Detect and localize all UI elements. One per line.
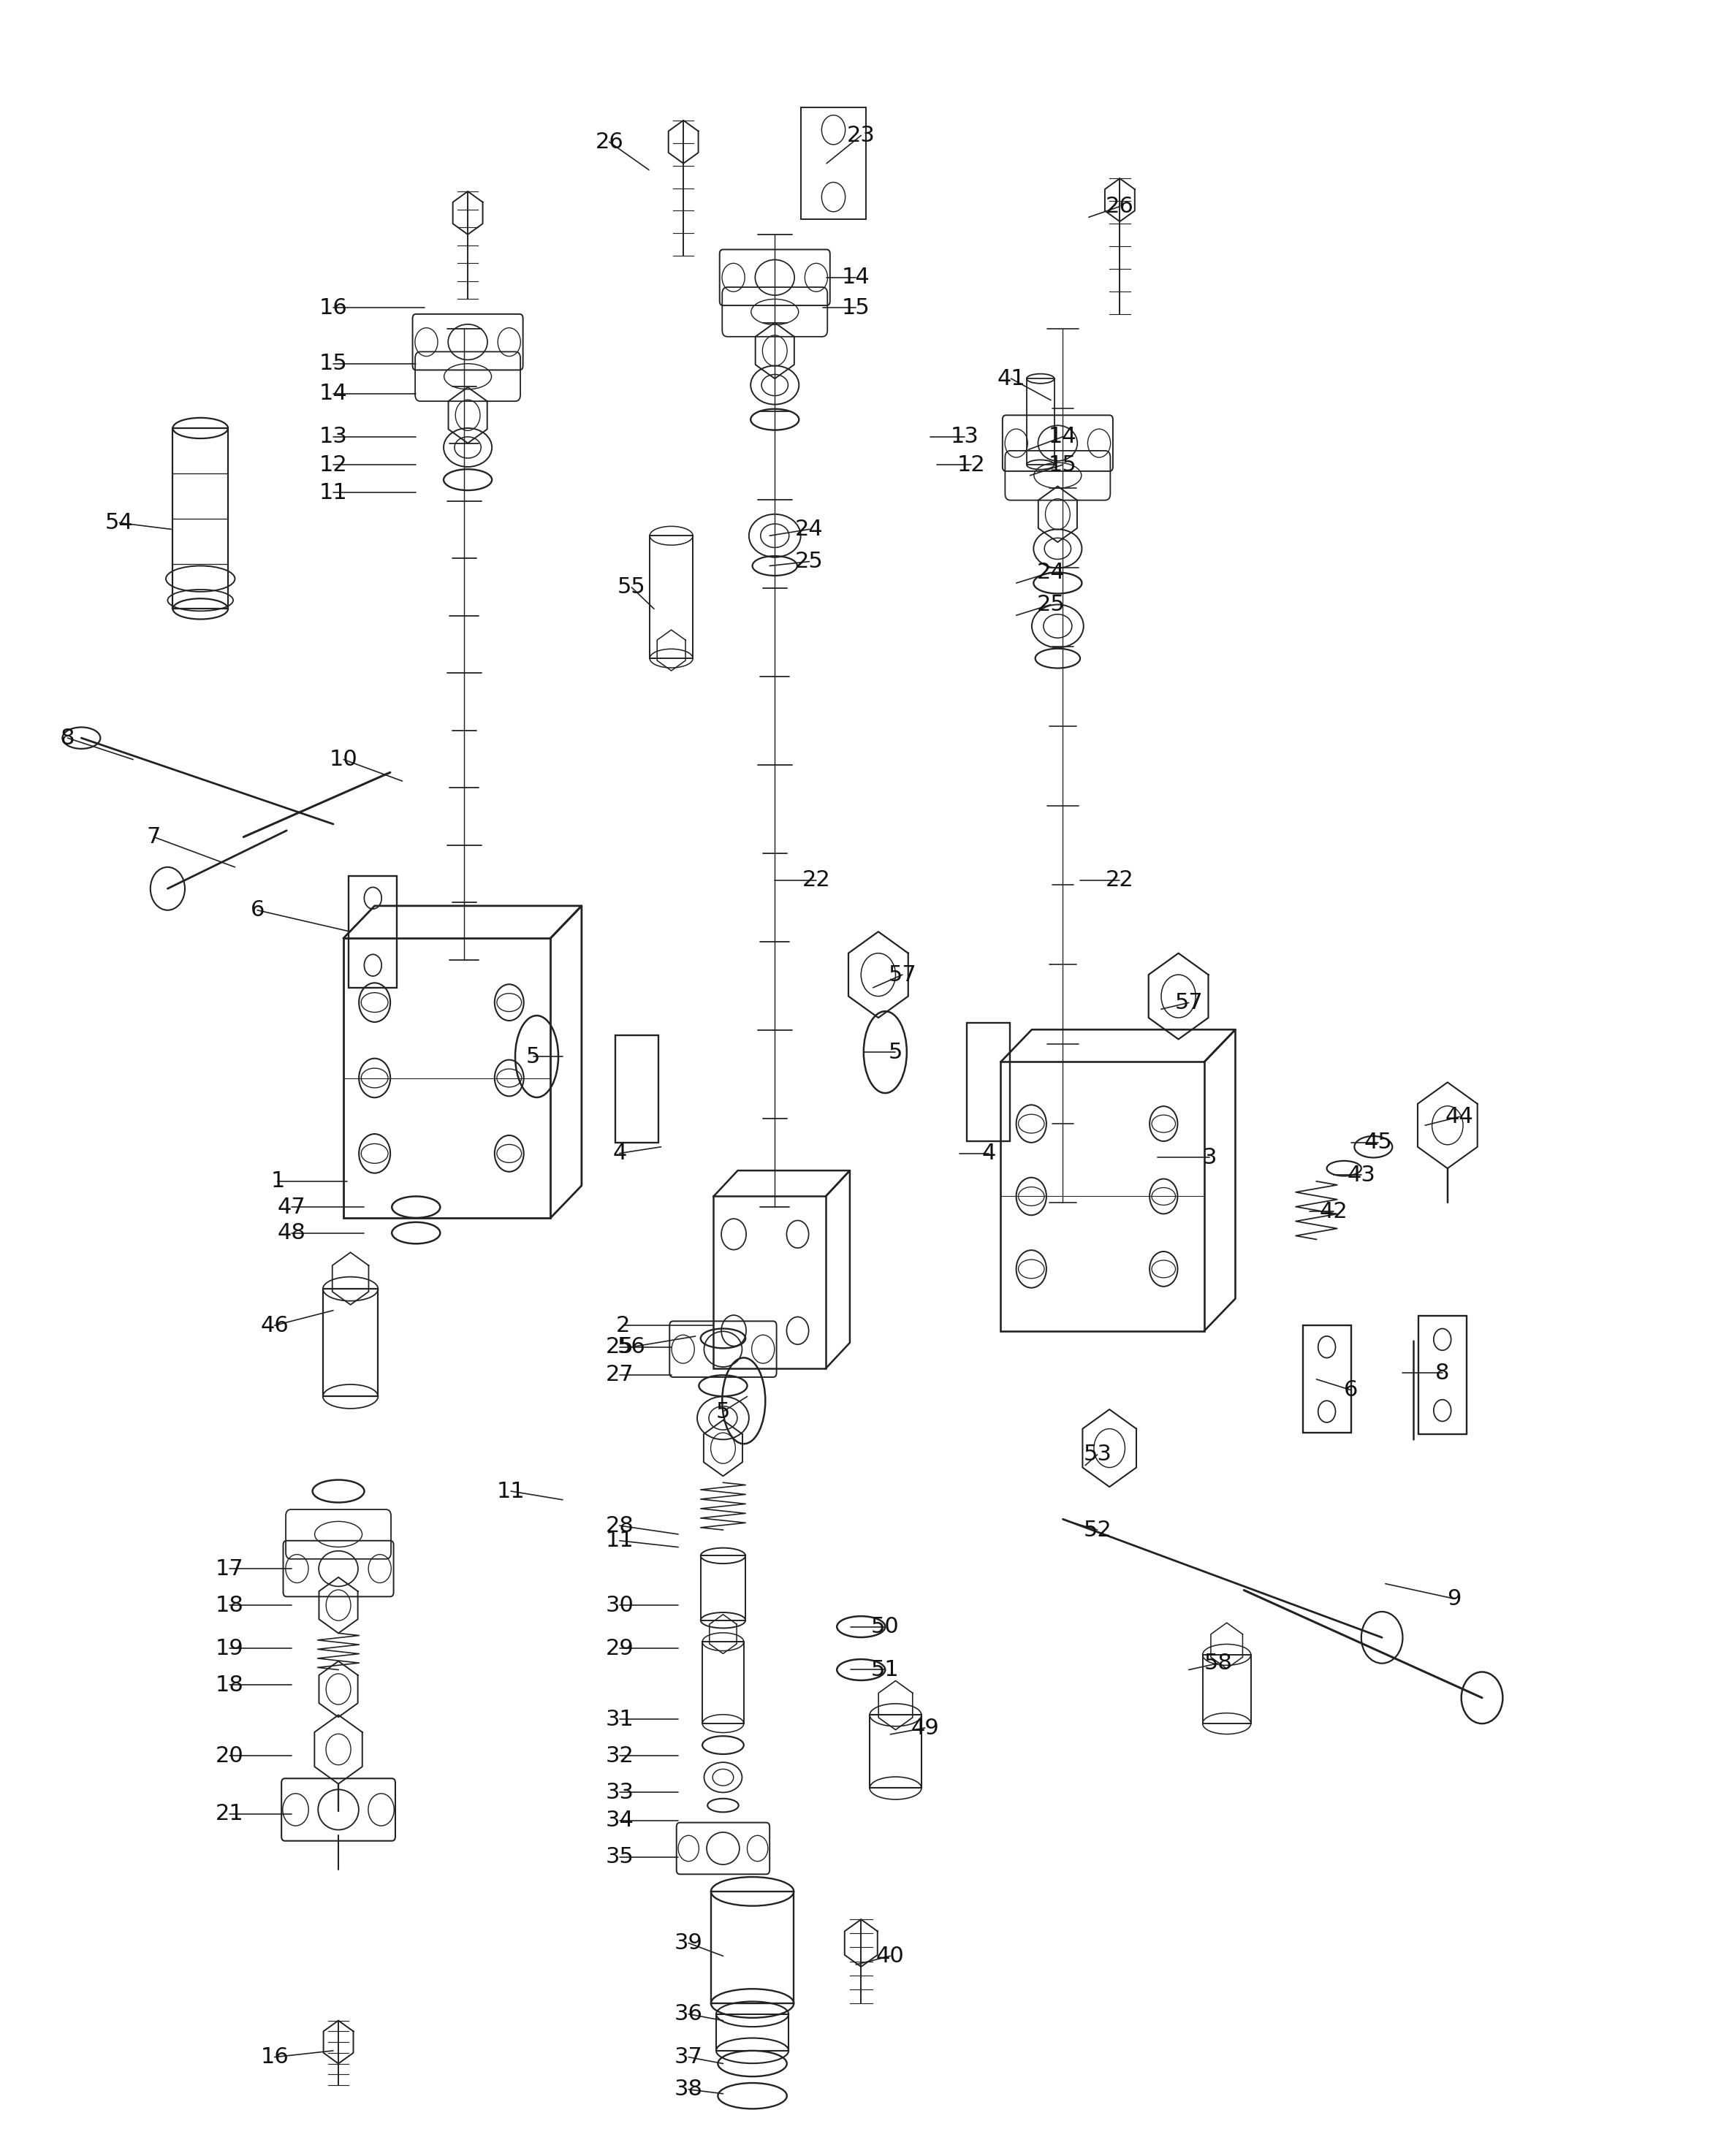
Text: 12: 12 bbox=[958, 455, 986, 474]
Text: 46: 46 bbox=[261, 1315, 289, 1337]
Text: 49: 49 bbox=[911, 1718, 939, 1738]
Bar bbox=[616, 1035, 659, 1143]
Text: 14: 14 bbox=[842, 267, 870, 289]
Bar bbox=[711, 1891, 794, 2003]
Text: 26: 26 bbox=[1105, 196, 1134, 218]
Text: 57: 57 bbox=[1174, 992, 1203, 1013]
Text: 55: 55 bbox=[617, 578, 647, 597]
Text: 15: 15 bbox=[320, 354, 348, 375]
Text: 25: 25 bbox=[1037, 595, 1065, 614]
Bar bbox=[1418, 1315, 1466, 1434]
Text: 11: 11 bbox=[320, 483, 348, 502]
Bar bbox=[1302, 1326, 1350, 1434]
Text: 27: 27 bbox=[605, 1365, 635, 1386]
Text: 23: 23 bbox=[847, 125, 875, 147]
Text: 2: 2 bbox=[616, 1315, 629, 1337]
Text: 53: 53 bbox=[1082, 1445, 1112, 1466]
Text: 25: 25 bbox=[605, 1337, 635, 1358]
Text: 19: 19 bbox=[216, 1639, 244, 1658]
Text: 45: 45 bbox=[1364, 1132, 1392, 1153]
Text: 5: 5 bbox=[889, 1041, 903, 1063]
Text: 11: 11 bbox=[605, 1531, 635, 1552]
Text: 41: 41 bbox=[998, 369, 1025, 390]
Text: 1: 1 bbox=[271, 1171, 285, 1192]
Text: 32: 32 bbox=[605, 1744, 635, 1766]
Text: 15: 15 bbox=[842, 298, 870, 319]
Text: 3: 3 bbox=[1202, 1147, 1217, 1169]
Text: 6: 6 bbox=[1343, 1380, 1357, 1401]
Text: 11: 11 bbox=[496, 1481, 526, 1503]
Text: 8: 8 bbox=[61, 727, 74, 748]
Text: 47: 47 bbox=[278, 1197, 306, 1218]
Bar bbox=[323, 1289, 379, 1397]
Text: 50: 50 bbox=[871, 1617, 899, 1636]
Text: 10: 10 bbox=[330, 748, 358, 770]
Text: 13: 13 bbox=[951, 427, 979, 446]
Bar bbox=[650, 535, 693, 658]
Text: 36: 36 bbox=[674, 2003, 702, 2024]
Text: 18: 18 bbox=[216, 1595, 244, 1615]
Text: 33: 33 bbox=[605, 1781, 635, 1802]
Text: 56: 56 bbox=[617, 1337, 647, 1358]
Text: 15: 15 bbox=[1050, 455, 1077, 474]
Text: 38: 38 bbox=[674, 2078, 702, 2100]
Text: 57: 57 bbox=[889, 964, 916, 985]
Bar bbox=[702, 1643, 743, 1723]
Bar bbox=[173, 429, 228, 608]
Text: 39: 39 bbox=[674, 1932, 702, 1953]
Bar bbox=[870, 1714, 922, 1787]
Bar bbox=[1027, 379, 1055, 466]
Text: 7: 7 bbox=[147, 826, 161, 847]
Text: 25: 25 bbox=[795, 552, 823, 571]
Text: 8: 8 bbox=[1435, 1363, 1449, 1384]
Text: 18: 18 bbox=[216, 1675, 244, 1695]
Text: 4: 4 bbox=[982, 1143, 996, 1164]
Text: 40: 40 bbox=[877, 1945, 904, 1966]
Text: 14: 14 bbox=[1050, 427, 1077, 446]
Text: 29: 29 bbox=[605, 1639, 635, 1658]
Text: 35: 35 bbox=[605, 1846, 635, 1867]
Text: 51: 51 bbox=[871, 1660, 899, 1680]
Text: 17: 17 bbox=[216, 1559, 244, 1578]
Text: 58: 58 bbox=[1203, 1654, 1233, 1673]
Bar bbox=[716, 2014, 788, 2050]
Text: 42: 42 bbox=[1319, 1201, 1349, 1222]
Text: 28: 28 bbox=[605, 1516, 635, 1537]
Bar bbox=[349, 875, 398, 987]
Text: 31: 31 bbox=[605, 1710, 635, 1729]
Text: 20: 20 bbox=[216, 1744, 244, 1766]
Bar bbox=[700, 1557, 745, 1621]
Text: 52: 52 bbox=[1082, 1520, 1112, 1542]
Text: 14: 14 bbox=[320, 384, 348, 405]
Text: 21: 21 bbox=[216, 1802, 244, 1824]
Text: 24: 24 bbox=[795, 520, 823, 539]
Text: 22: 22 bbox=[1105, 869, 1134, 890]
Bar bbox=[1001, 1063, 1205, 1330]
Text: 22: 22 bbox=[802, 869, 830, 890]
Text: 9: 9 bbox=[1447, 1589, 1461, 1608]
Text: 12: 12 bbox=[320, 455, 348, 474]
Text: 37: 37 bbox=[674, 2046, 702, 2068]
Text: 13: 13 bbox=[320, 427, 348, 446]
Text: 44: 44 bbox=[1445, 1106, 1473, 1128]
Text: 5: 5 bbox=[716, 1401, 730, 1423]
Text: 34: 34 bbox=[605, 1809, 635, 1830]
Bar bbox=[714, 1197, 826, 1369]
Bar bbox=[344, 938, 550, 1218]
Text: 16: 16 bbox=[261, 2046, 289, 2068]
Text: 26: 26 bbox=[595, 132, 624, 153]
Bar bbox=[801, 108, 866, 220]
Text: 5: 5 bbox=[526, 1046, 541, 1067]
Text: 24: 24 bbox=[1037, 563, 1065, 582]
Text: 43: 43 bbox=[1347, 1164, 1376, 1186]
Text: 48: 48 bbox=[278, 1222, 306, 1244]
Text: 54: 54 bbox=[105, 513, 133, 533]
Text: 6: 6 bbox=[251, 899, 265, 921]
Bar bbox=[967, 1024, 1010, 1141]
Text: 4: 4 bbox=[612, 1143, 626, 1164]
Bar bbox=[1203, 1654, 1250, 1723]
Text: 30: 30 bbox=[605, 1595, 635, 1615]
Text: 16: 16 bbox=[320, 298, 348, 319]
